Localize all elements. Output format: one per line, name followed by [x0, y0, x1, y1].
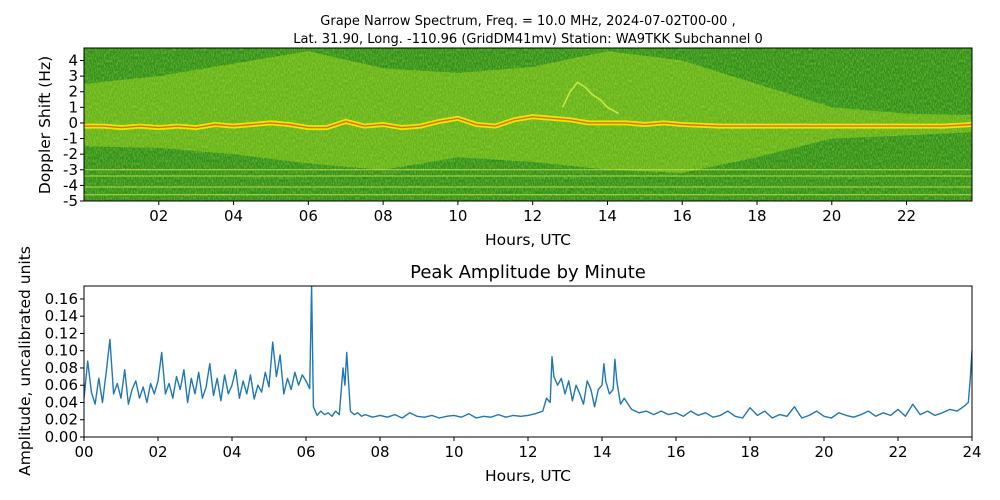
amplitude-chart-title: Peak Amplitude by Minute — [410, 262, 646, 283]
amplitude-x-tick-label: 08 — [370, 443, 389, 461]
spectrogram-y-tick-label: 1 — [68, 98, 78, 116]
amplitude-x-tick-label: 20 — [814, 443, 833, 461]
amplitude-y-axis: 0.000.020.040.060.080.100.120.140.16 — [45, 290, 84, 446]
spectrogram-x-tick-label: 16 — [673, 207, 692, 225]
amplitude-x-tick-label: 14 — [592, 443, 611, 461]
spectrogram-horizontal-lines — [84, 169, 972, 196]
spectrogram-x-tick-label: 02 — [149, 207, 168, 225]
spectrogram-frame — [83, 47, 973, 202]
spectrogram-x-tick-label: 04 — [224, 207, 243, 225]
figure-title-line2: Lat. 31.90, Long. -110.96 (GridDM41mv) S… — [293, 32, 763, 47]
spectrogram-y-tick-label: -2 — [63, 145, 78, 163]
amplitude-y-tick-label: 0.02 — [45, 411, 78, 429]
amplitude-y-tick-label: 0.14 — [45, 307, 78, 325]
secondary-doppler-trace — [561, 81, 620, 115]
spectrogram-y-tick-label: -4 — [63, 176, 78, 194]
spectrogram-y-tick-label: -5 — [63, 192, 78, 210]
spectrogram-y-tick-label: 0 — [68, 114, 78, 132]
spectrogram-y-tick-label: 2 — [68, 83, 78, 101]
spectrogram-x-tick-label: 12 — [523, 207, 542, 225]
amplitude-x-tick-label: 00 — [74, 443, 93, 461]
amplitude-y-tick-label: 0.04 — [45, 393, 78, 411]
amplitude-y-tick-label: 0.06 — [45, 376, 78, 394]
spectrogram-x-tick-label: 10 — [448, 207, 467, 225]
amplitude-y-tick-label: 0.00 — [45, 428, 78, 446]
spectrogram-y-tick-label: 3 — [68, 67, 78, 85]
spectrogram-y-tick-label: 4 — [68, 51, 78, 69]
amplitude-x-tick-label: 24 — [962, 443, 981, 461]
amplitude-x-tick-label: 10 — [444, 443, 463, 461]
amplitude-x-tick-label: 22 — [888, 443, 907, 461]
amplitude-x-tick-label: 04 — [222, 443, 241, 461]
amplitude-y-tick-label: 0.16 — [45, 290, 78, 308]
spectrogram-x-tick-label: 14 — [598, 207, 617, 225]
spectrogram-y-label: Doppler Shift (Hz) — [36, 56, 54, 194]
amplitude-x-tick-label: 12 — [518, 443, 537, 461]
amplitude-x-tick-label: 18 — [740, 443, 759, 461]
amplitude-x-axis: 00 02 04 06 08 10 12 14 16 18 20 22 24 — [74, 437, 982, 461]
figure-title-line1: Grape Narrow Spectrum, Freq. = 10.0 MHz,… — [320, 14, 735, 29]
spectrogram-y-tick-label: -1 — [63, 130, 78, 148]
carrier-trace — [84, 115, 972, 129]
spectrogram-x-tick-label: 08 — [374, 207, 393, 225]
amplitude-x-label: Hours, UTC — [485, 467, 571, 485]
amplitude-y-label: Amplitude, uncalibrated units — [16, 246, 34, 476]
spectrogram-x-label: Hours, UTC — [485, 231, 571, 249]
amplitude-y-tick-label: 0.10 — [45, 342, 78, 360]
spectrogram-x-axis: 02 04 06 08 10 12 14 16 18 20 22 — [149, 201, 916, 225]
amplitude-panel: Peak Amplitude by Minute 00 02 04 06 08 10 12 1… — [16, 246, 982, 485]
amplitude-x-tick-label: 16 — [666, 443, 685, 461]
amplitude-y-tick-label: 0.08 — [45, 359, 78, 377]
amplitude-plot-area — [84, 286, 972, 437]
amplitude-series-line — [84, 286, 972, 419]
amplitude-y-tick-label: 0.12 — [45, 324, 78, 342]
amplitude-x-tick-label: 06 — [296, 443, 315, 461]
spectrogram-y-tick-label: -3 — [63, 161, 78, 179]
spectrogram-x-tick-label: 18 — [747, 207, 766, 225]
spectrogram-x-tick-label: 20 — [822, 207, 841, 225]
spectrogram-x-tick-label: 06 — [299, 207, 318, 225]
spectrogram-x-tick-label: 22 — [897, 207, 916, 225]
amplitude-x-tick-label: 02 — [148, 443, 167, 461]
